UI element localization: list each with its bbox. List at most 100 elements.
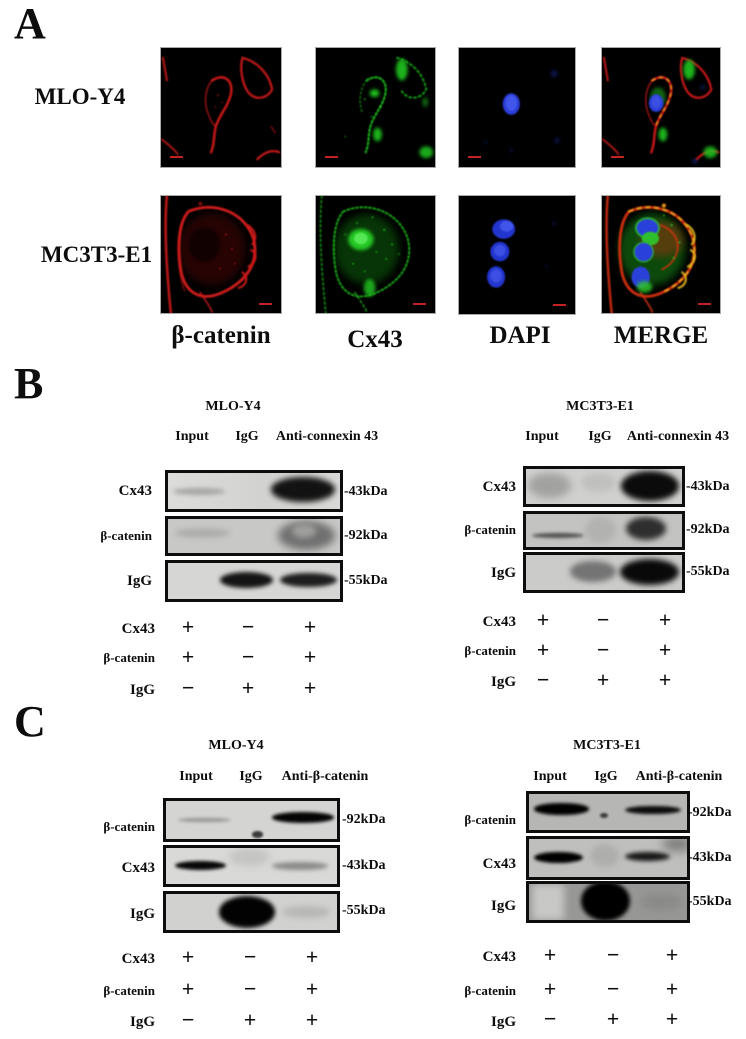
micrograph-mloy4-dapi [458,47,576,168]
condition-sign: − [241,644,255,669]
blot-target-label: IgG [490,898,516,914]
panel-a-label: A [14,0,46,48]
panel-a-col-label-beta-catenin: β-catenin [171,322,271,349]
panel-b-group2-title: MC3T3-E1 [566,399,634,414]
condition-row-label: Cx43 [121,621,155,637]
panel-a-row-label-mlo-y4: MLO-Y4 [34,84,126,109]
blot-target-label: Cx43 [121,860,155,876]
merge-channel-image [602,56,720,164]
condition-sign: + [658,667,672,692]
condition-sign: + [543,942,557,967]
condition-sign: + [241,675,255,700]
condition-sign: + [658,637,672,662]
condition-sign: + [305,944,319,969]
blue-channel-image [483,70,560,153]
blot-b2-cx43 [523,466,685,507]
condition-sign: + [303,644,317,669]
condition-sign: − [596,637,610,662]
condition-row-label: IgG [129,682,155,698]
condition-sign: + [181,944,195,969]
panel-c-group2-lane-igg: IgG [594,769,618,784]
panel-b-group2-lane-input: Input [525,429,559,444]
blot-target-label: β-catenin [103,819,155,834]
mw-marker: -92kDa [688,805,732,820]
panel-c-group1-lane-igg: IgG [239,769,263,784]
panel-c-group1-title: MLO-Y4 [208,738,264,753]
micrograph-mloy4-merge [601,47,721,168]
scale-bar [698,303,711,305]
condition-row-label: IgG [129,1014,155,1030]
condition-sign: + [305,1007,319,1032]
condition-sign: + [665,942,679,967]
mw-marker: -43kDa [688,850,732,865]
micrograph-mloy4-cx43 [315,47,436,168]
blot-c1-cx43 [163,845,340,887]
scale-bar [259,303,272,305]
condition-sign: − [606,942,620,967]
condition-row-label: IgG [490,1014,516,1030]
blot-target-label: IgG [126,573,152,589]
blot-b2-igg [523,552,685,593]
mw-marker: -55kDa [688,894,732,909]
red-channel-image [164,196,257,313]
mw-marker: -92kDa [686,522,730,537]
condition-sign: + [665,1006,679,1031]
panel-c-group1-lane-anti: Anti-β-catenin [281,769,369,784]
blot-b2-beta-catenin [523,511,685,550]
blue-channel-image [487,219,557,288]
condition-sign: − [243,976,257,1001]
condition-row-label: β-catenin [464,643,516,658]
condition-sign: + [303,614,317,639]
condition-sign: + [596,667,610,692]
condition-row-label: Cx43 [482,614,516,630]
red-channel-image [161,56,281,161]
condition-sign: − [606,976,620,1001]
panel-c-group1-lane-input: Input [179,769,213,784]
green-channel-image [319,196,411,313]
scale-bar [468,156,481,158]
mw-marker: -55kDa [686,564,730,579]
condition-row-label: Cx43 [121,951,155,967]
mw-marker: -43kDa [686,479,730,494]
blot-target-label: Cx43 [482,856,516,872]
condition-sign: + [181,614,195,639]
condition-sign: + [305,976,319,1001]
panel-a-row-label-mc3t3-e1: MC3T3-E1 [40,242,153,267]
condition-sign: + [303,675,317,700]
panel-c-group2-title: MC3T3-E1 [573,738,641,753]
scale-bar [325,156,338,158]
micrograph-mc3t3-beta-catenin [160,195,282,314]
panel-b-group1-lane-input: Input [175,429,209,444]
condition-sign: − [536,667,550,692]
scale-bar [611,156,624,158]
panel-b-group1-lane-anti: Anti-connexin 43 [275,429,379,444]
condition-sign: − [596,607,610,632]
blot-b1-igg [165,560,343,602]
condition-sign: − [241,614,255,639]
mw-marker: -55kDa [344,573,388,588]
blot-target-label: β-catenin [464,812,516,827]
condition-sign: + [543,976,557,1001]
condition-sign: − [243,944,257,969]
blot-c1-beta-catenin [163,798,340,842]
condition-sign: + [181,644,195,669]
condition-row-label: β-catenin [103,983,155,998]
blot-target-label: IgG [129,906,155,922]
condition-sign: + [606,1006,620,1031]
scale-bar [553,304,566,306]
panel-b-group2-lane-igg: IgG [588,429,612,444]
condition-sign: − [543,1006,557,1031]
blot-b1-cx43 [165,470,343,512]
mw-marker: -55kDa [342,903,386,918]
panel-a-col-label-dapi: DAPI [489,322,551,349]
condition-sign: + [181,976,195,1001]
panel-a-col-label-merge: MERGE [613,322,709,349]
condition-sign: + [536,637,550,662]
blot-target-label: β-catenin [464,522,516,537]
blot-c2-cx43 [526,836,690,880]
green-channel-image [344,56,434,159]
panel-c-label: C [14,697,46,746]
condition-row-label: Cx43 [482,949,516,965]
panel-b-label: B [14,359,44,408]
